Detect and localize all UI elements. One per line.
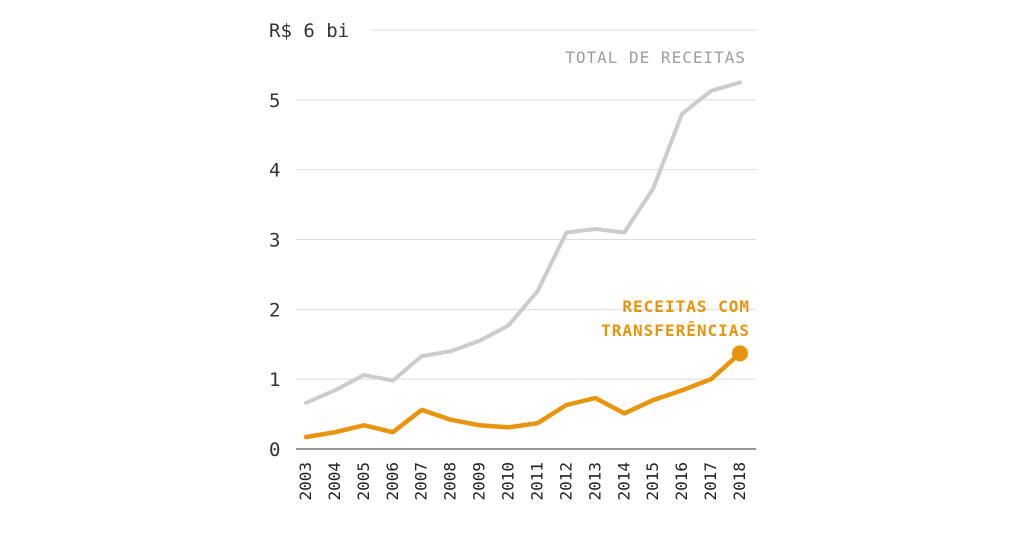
y-tick-label: 4	[269, 160, 280, 182]
y-tick-label: 0	[269, 439, 280, 461]
y-axis-unit-label: R$ 6 bi	[269, 20, 349, 42]
x-tick-label: 2010	[499, 462, 518, 501]
x-tick-label: 2018	[730, 462, 749, 501]
series-line-1	[303, 351, 743, 440]
y-tick-label: 5	[269, 90, 280, 112]
y-tick-label: 2	[269, 299, 280, 321]
x-tick-label: 2014	[614, 462, 633, 501]
x-tick-label: 2006	[383, 462, 402, 501]
gridlines	[296, 29, 756, 450]
x-tick-label: 2012	[556, 462, 575, 501]
x-tick-label: 2007	[412, 462, 431, 501]
x-tick-label: 2005	[354, 462, 373, 501]
series-labels: TOTAL DE RECEITAS RECEITAS COM TRANSFERÊ…	[565, 48, 750, 340]
x-tick-label: 2016	[672, 462, 691, 501]
x-tick-label: 2015	[643, 462, 662, 501]
x-tick-label: 2003	[296, 462, 315, 501]
y-tick-label: 1	[269, 369, 280, 391]
x-tick-label: 2011	[527, 462, 546, 501]
y-tick-label: 3	[269, 230, 280, 252]
x-tick-label: 2009	[470, 462, 489, 501]
series-end-dot	[732, 345, 748, 362]
x-axis-ticks: 2003 2004 2005 2006 2007 2008 2009 2010 2011 2012…	[296, 462, 749, 501]
series-label-receitas-com-line1: RECEITAS COM	[622, 297, 750, 316]
x-tick-label: 2013	[585, 462, 604, 501]
x-tick-label: 2017	[701, 462, 720, 501]
series-label-total-de-receitas: TOTAL DE RECEITAS	[565, 48, 746, 67]
series-label-receitas-com-line2: TRANSFERÊNCIAS	[601, 321, 750, 340]
y-axis-ticks: 0 1 2 3 4 5 R$ 6 bi	[269, 20, 349, 461]
series-line-0	[304, 80, 742, 405]
x-tick-label: 2008	[441, 462, 460, 501]
series-lines	[303, 80, 748, 440]
x-tick-label: 2004	[325, 462, 344, 501]
